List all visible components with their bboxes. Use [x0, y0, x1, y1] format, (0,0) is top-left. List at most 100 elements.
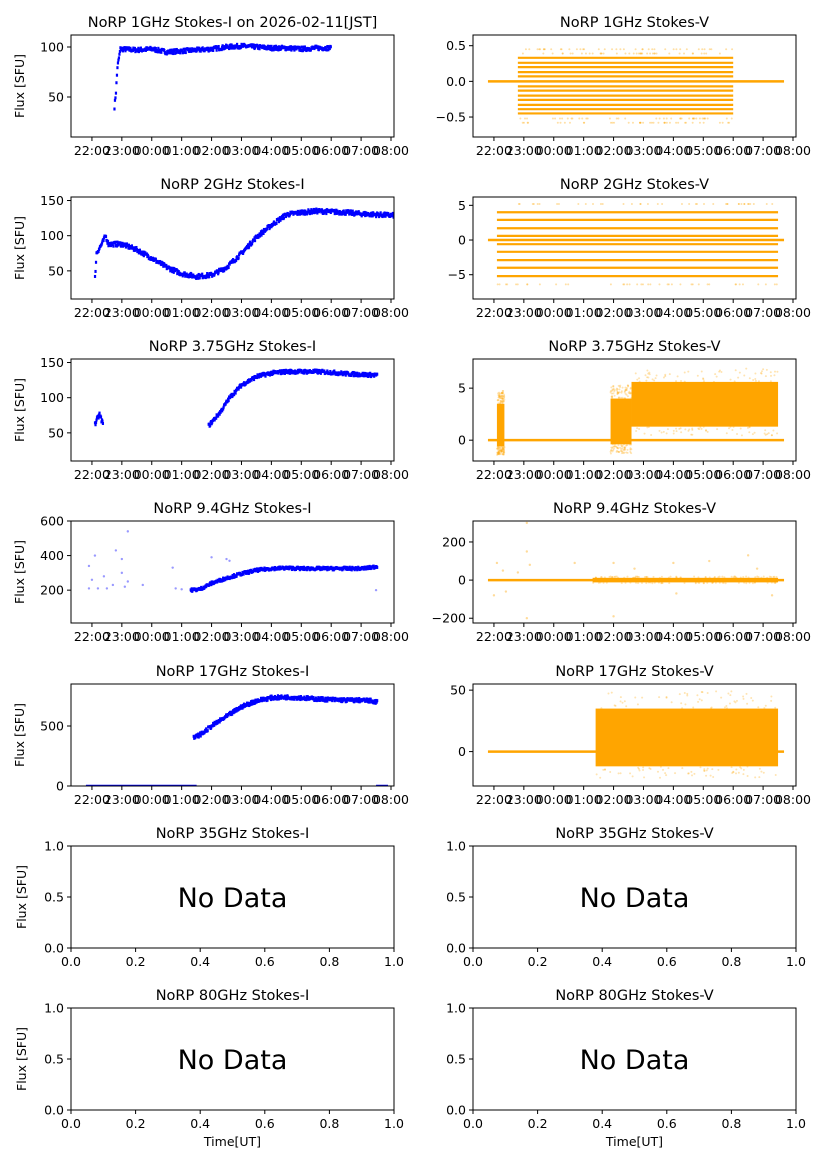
x-tick-label: 03:00	[625, 143, 661, 158]
data-point	[180, 588, 183, 591]
data-point	[603, 213, 605, 216]
data-point	[769, 374, 772, 377]
data-point	[748, 426, 751, 429]
data-point	[500, 450, 503, 453]
data-point	[465, 213, 467, 216]
data-point	[539, 214, 541, 217]
data-point	[101, 422, 105, 426]
data-point	[665, 117, 668, 120]
data-point	[624, 392, 627, 395]
data-point	[252, 378, 256, 382]
data-point	[375, 700, 378, 704]
data-point	[352, 698, 355, 702]
data-point	[454, 212, 456, 215]
x-tick-label: 23:00	[104, 143, 140, 158]
data-point	[270, 44, 273, 48]
data-point	[665, 774, 668, 777]
data-point	[617, 391, 620, 394]
x-tick-label: 07:00	[745, 143, 781, 158]
data-point	[251, 240, 254, 244]
data-block	[496, 403, 505, 447]
data-point	[303, 695, 306, 699]
data-point	[633, 567, 636, 570]
data-point	[747, 202, 750, 205]
data-point	[603, 215, 605, 218]
data-point	[341, 212, 344, 216]
y-tick-label: 200	[442, 534, 466, 549]
data-point	[697, 581, 700, 584]
data-point	[620, 444, 623, 447]
data-point	[610, 449, 613, 452]
x-tick-label: 07:00	[745, 629, 781, 644]
data-point	[754, 576, 757, 579]
data-point	[112, 244, 115, 248]
data-point	[624, 581, 627, 584]
x-tick-label: 07:00	[343, 792, 379, 807]
data-point	[704, 429, 707, 432]
data-point	[500, 397, 503, 400]
data-point	[501, 389, 504, 392]
data-point	[266, 47, 269, 51]
data-point	[599, 52, 602, 55]
data-point	[526, 283, 529, 286]
data-point	[271, 372, 275, 376]
data-point	[400, 213, 402, 216]
data-point	[477, 212, 479, 215]
data-point	[639, 52, 642, 55]
data-point	[617, 396, 620, 399]
data-point	[653, 52, 656, 55]
data-point	[224, 402, 227, 406]
data-point	[396, 212, 398, 215]
x-tick-label: 03:00	[625, 467, 661, 482]
x-tick-label: 08:00	[775, 792, 811, 807]
axes-frame	[70, 196, 395, 300]
data-point	[635, 429, 638, 432]
data-point	[773, 581, 776, 584]
data-point	[732, 576, 735, 579]
x-tick-label: 22:00	[476, 629, 512, 644]
data-point	[579, 214, 581, 217]
data-point	[647, 48, 650, 51]
data-point	[498, 392, 501, 395]
data-point	[543, 216, 545, 219]
data-point	[679, 427, 682, 430]
data-point	[638, 427, 641, 430]
data-point	[227, 397, 230, 401]
data-point	[556, 121, 559, 124]
data-point	[607, 692, 610, 695]
data-point	[206, 729, 209, 733]
data-point	[412, 213, 414, 216]
data-point	[770, 575, 773, 578]
data-point	[212, 48, 215, 52]
data-point	[691, 283, 694, 286]
data-point	[701, 117, 704, 120]
data-point	[748, 581, 751, 584]
data-point	[646, 369, 649, 372]
axes-frame	[472, 34, 797, 138]
data-point	[123, 585, 127, 588]
data-point	[501, 448, 504, 451]
data-point	[169, 48, 172, 52]
y-axis-label: Flux [SFU]	[12, 54, 27, 118]
data-point	[171, 270, 174, 274]
plot-area	[487, 367, 785, 456]
data-point	[696, 694, 699, 697]
data-point	[664, 48, 667, 51]
data-point	[247, 245, 251, 249]
data-point	[501, 449, 504, 452]
data-point	[487, 212, 489, 215]
panel-1ghz-v: NoRP 1GHz Stokes-V−0.50.00.522:0023:0000…	[436, 15, 811, 158]
data-point	[687, 772, 690, 775]
data-point	[497, 453, 500, 456]
data-point	[218, 412, 221, 416]
data-point	[601, 213, 603, 216]
data-point	[669, 575, 672, 578]
data-point	[219, 410, 222, 414]
data-point	[680, 431, 683, 434]
data-point	[499, 451, 502, 454]
data-point	[718, 121, 721, 124]
series-stokes-i	[189, 564, 379, 593]
plot-area	[113, 42, 332, 111]
data-point	[620, 582, 623, 585]
y-tick-label: 0	[458, 433, 466, 448]
